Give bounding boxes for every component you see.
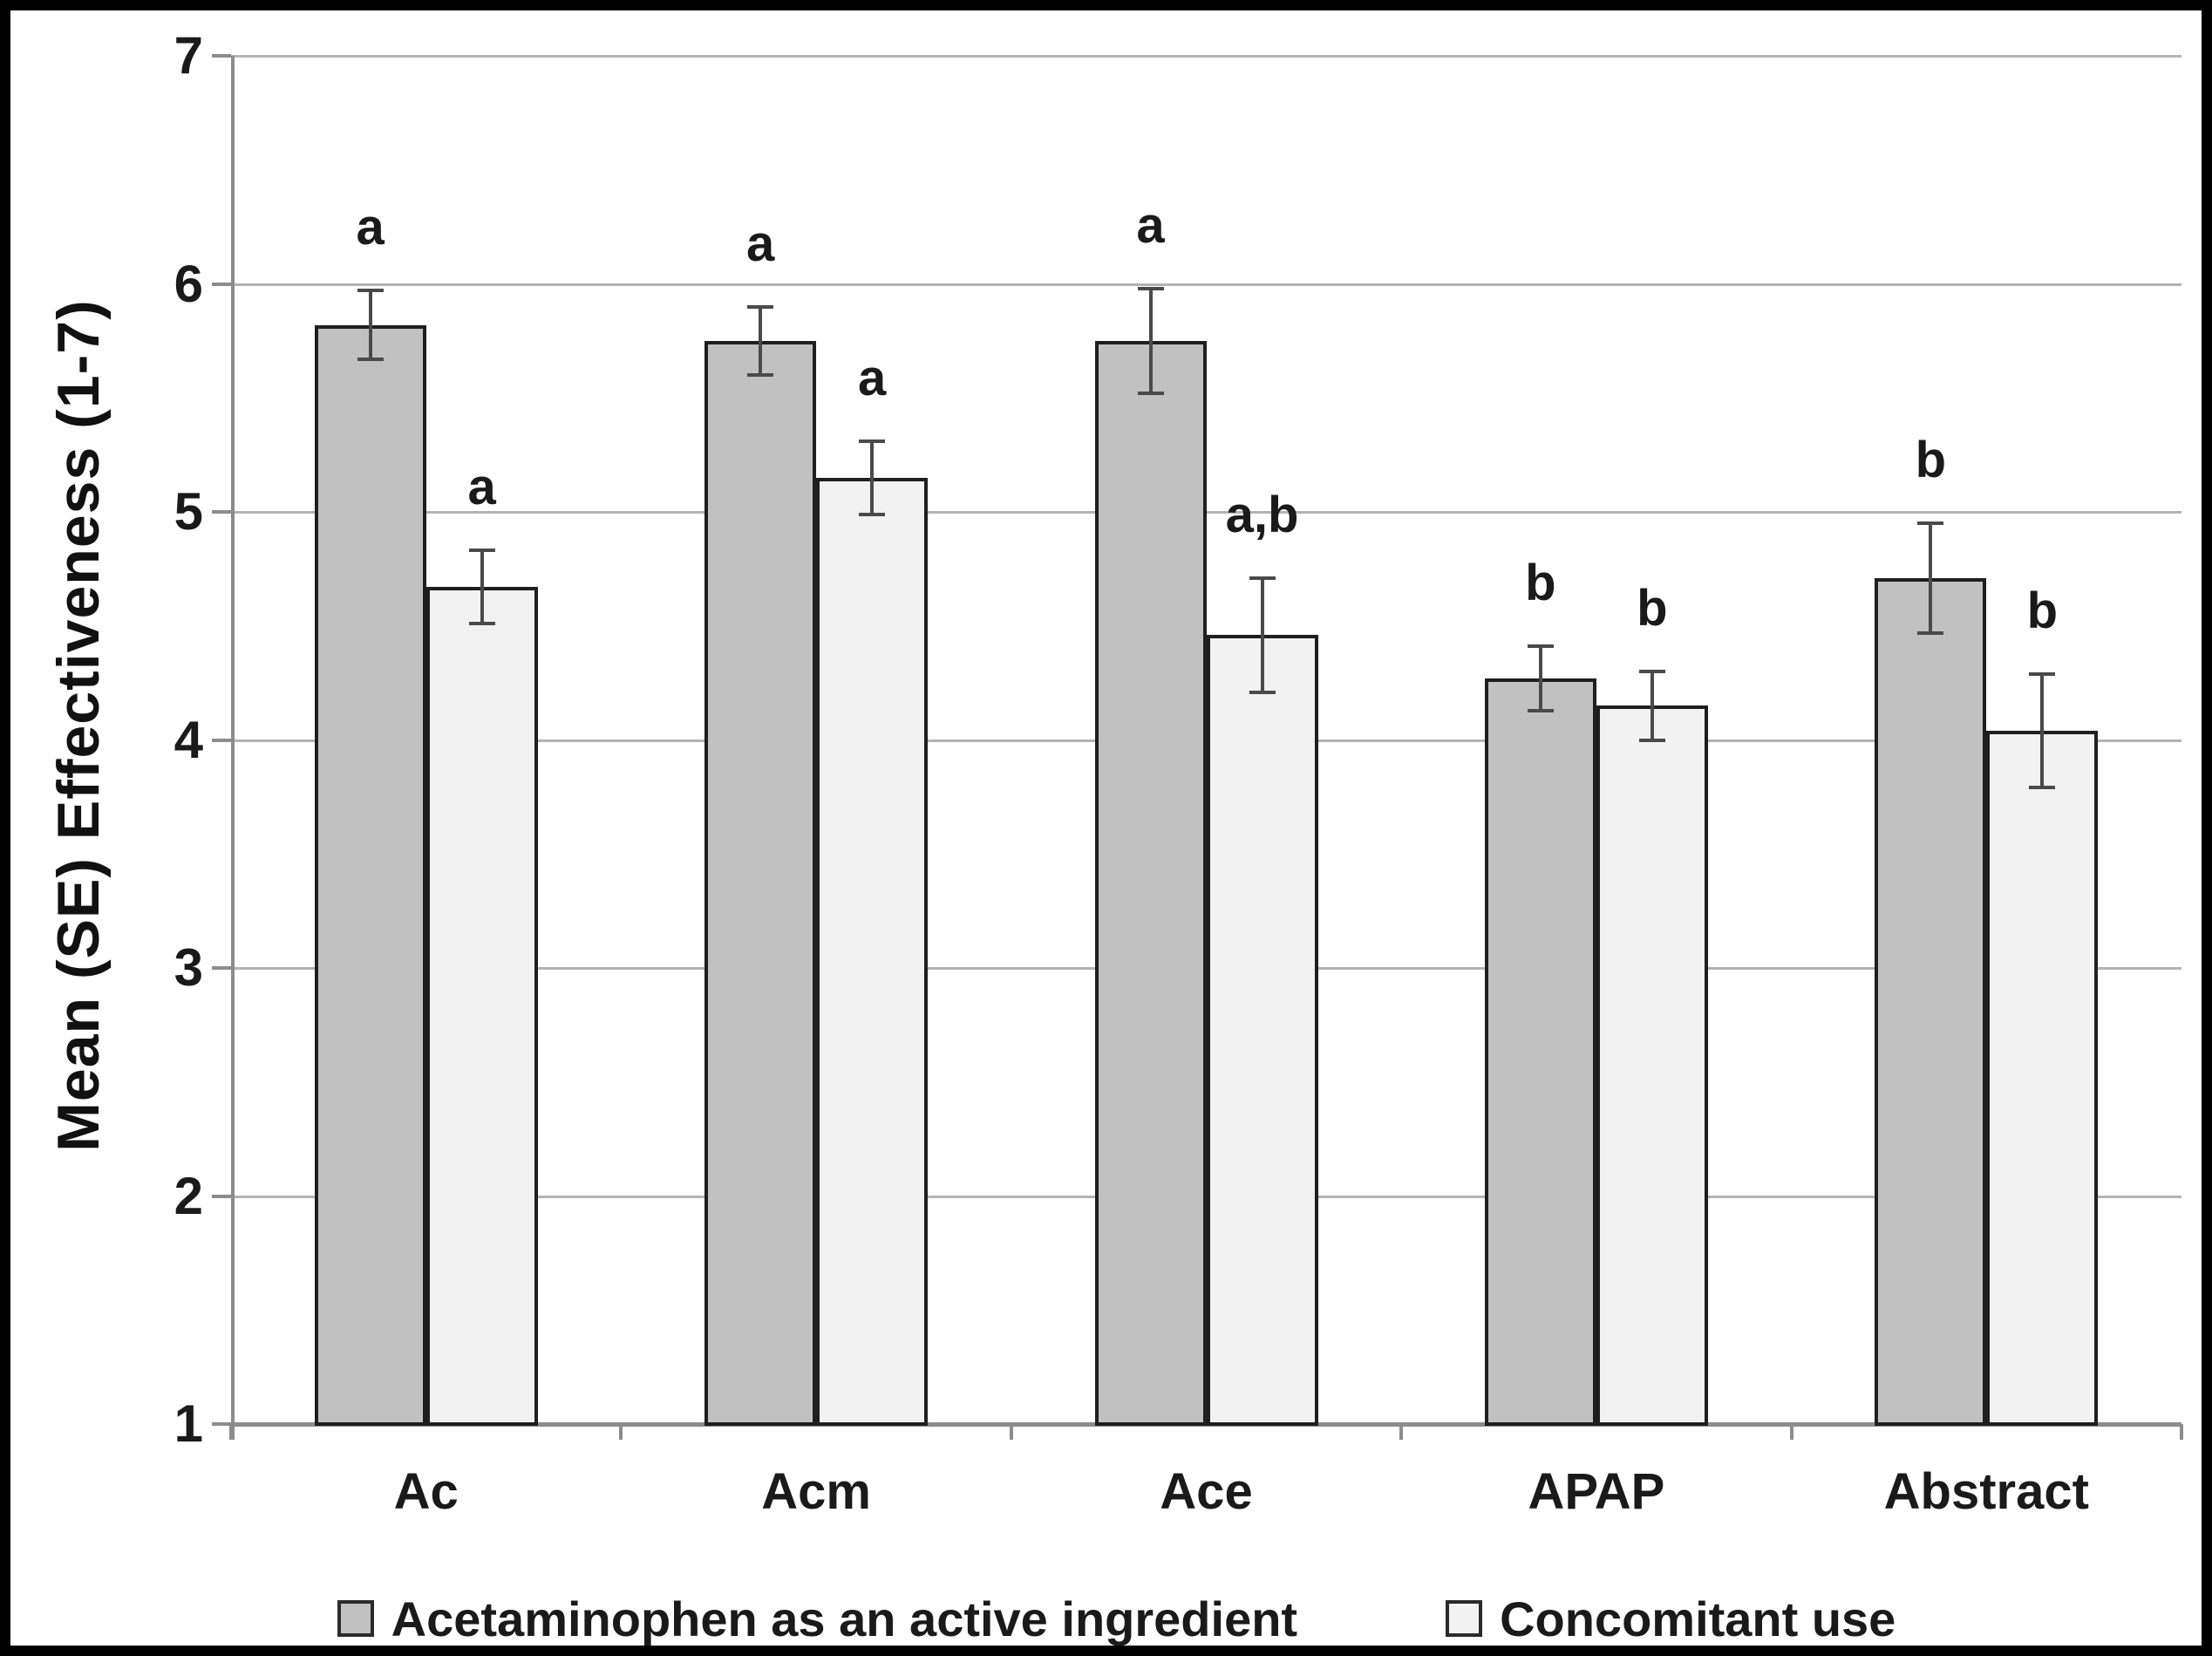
- bar-ace-series0: [1094, 340, 1207, 1426]
- y-tick-label-6: 6: [174, 254, 203, 313]
- y-axis-tick-6: [212, 282, 231, 286]
- category-label-ace: Ace: [1160, 1463, 1253, 1520]
- error-bar-abstract-series0: [1929, 523, 1933, 633]
- error-bar-ace-series1: [1260, 577, 1264, 692]
- error-bar-acm-series0: [759, 306, 763, 376]
- error-cap-bottom-abstract-series0: [1917, 630, 1944, 635]
- error-cap-top-acm-series1: [859, 439, 886, 443]
- bar-abstract-series1: [1986, 731, 2099, 1426]
- error-bar-ac-series0: [368, 290, 372, 359]
- bar-abstract-series0: [1875, 577, 1987, 1426]
- sig-letter-ace-series0: a: [1136, 196, 1165, 254]
- y-tick-label-1: 1: [174, 1394, 203, 1453]
- x-axis-tick-5: [2180, 1424, 2183, 1440]
- error-bar-ace-series0: [1148, 288, 1153, 393]
- y-tick-label-4: 4: [174, 710, 203, 769]
- error-bar-ac-series1: [480, 550, 484, 624]
- sig-letter-abstract-series0: b: [1915, 432, 1947, 489]
- error-cap-top-ace-series0: [1137, 286, 1164, 290]
- category-label-apap: APAP: [1528, 1463, 1665, 1520]
- bar-apap-series0: [1484, 678, 1596, 1426]
- error-cap-top-ac-series0: [357, 289, 384, 293]
- sig-letter-acm-series1: a: [857, 349, 887, 406]
- y-axis-tick-1: [212, 1422, 231, 1426]
- sig-letter-abstract-series1: b: [2026, 582, 2059, 639]
- sig-letter-acm-series0: a: [745, 215, 775, 272]
- bar-acm-series1: [816, 477, 929, 1426]
- x-axis-tick-3: [1399, 1424, 1404, 1440]
- gridline-y6: [231, 283, 2181, 286]
- y-tick-label-2: 2: [174, 1166, 203, 1225]
- y-tick-label-7: 7: [174, 26, 203, 85]
- error-cap-bottom-ac-series0: [357, 357, 384, 361]
- x-axis-tick-4: [1789, 1424, 1793, 1440]
- y-axis-tick-2: [212, 1194, 231, 1198]
- y-axis-line: [231, 56, 235, 1440]
- y-tick-label-5: 5: [174, 482, 203, 541]
- y-axis-tick-5: [212, 510, 231, 514]
- x-axis-tick-2: [1009, 1424, 1013, 1440]
- error-cap-top-apap-series1: [1638, 670, 1665, 674]
- error-cap-top-apap-series0: [1527, 644, 1554, 649]
- y-axis-tick-7: [212, 54, 231, 58]
- error-bar-acm-series1: [870, 440, 875, 515]
- error-cap-bottom-apap-series1: [1638, 738, 1665, 742]
- error-cap-bottom-ac-series1: [468, 622, 495, 626]
- legend-label-acetaminophen: Acetaminophen as an active ingredient: [391, 1591, 1298, 1646]
- sig-letter-ac-series1: a: [467, 459, 496, 516]
- error-cap-top-acm-series0: [747, 304, 774, 309]
- error-cap-bottom-ace-series1: [1249, 690, 1276, 694]
- error-cap-top-abstract-series0: [1917, 521, 1944, 526]
- sig-letter-apap-series1: b: [1637, 580, 1668, 637]
- y-axis-tick-3: [212, 966, 231, 970]
- gridline-y5: [231, 511, 2181, 514]
- sig-letter-ac-series0: a: [356, 199, 385, 256]
- sig-letter-apap-series0: b: [1525, 555, 1556, 612]
- y-tick-label-3: 3: [174, 938, 203, 997]
- x-axis-tick-0: [229, 1424, 233, 1440]
- category-label-acm: Acm: [761, 1463, 871, 1520]
- error-bar-apap-series0: [1538, 646, 1542, 711]
- bar-ac-series0: [314, 324, 426, 1426]
- error-cap-bottom-abstract-series1: [2029, 786, 2056, 790]
- error-cap-bottom-acm-series1: [859, 512, 886, 516]
- category-label-ac: Ac: [393, 1463, 459, 1520]
- legend-swatch-light: [1446, 1600, 1483, 1637]
- legend-item-concomitant: Concomitant use: [1446, 1591, 1896, 1646]
- gridline-y7: [231, 55, 2181, 58]
- legend-swatch-dark: [337, 1600, 374, 1637]
- bar-apap-series1: [1596, 705, 1708, 1426]
- error-cap-top-abstract-series1: [2029, 671, 2056, 676]
- legend-label-concomitant: Concomitant use: [1500, 1591, 1896, 1646]
- legend: Acetaminophen as an active ingredient Co…: [10, 1577, 2202, 1646]
- error-bar-abstract-series1: [2040, 673, 2045, 788]
- bar-ace-series1: [1206, 635, 1318, 1426]
- sig-letter-ace-series1: a,b: [1225, 486, 1299, 543]
- x-axis-tick-1: [619, 1424, 623, 1440]
- category-label-abstract: Abstract: [1883, 1463, 2089, 1520]
- error-cap-top-ac-series1: [468, 549, 495, 553]
- error-cap-bottom-apap-series0: [1527, 708, 1554, 712]
- error-cap-bottom-acm-series0: [747, 373, 774, 378]
- bar-acm-series0: [704, 340, 817, 1426]
- legend-item-acetaminophen: Acetaminophen as an active ingredient: [337, 1591, 1298, 1646]
- error-bar-apap-series1: [1650, 671, 1654, 740]
- error-cap-bottom-ace-series0: [1137, 392, 1164, 396]
- bar-ac-series1: [425, 587, 538, 1426]
- error-cap-top-ace-series1: [1249, 576, 1276, 580]
- y-axis-tick-4: [212, 738, 231, 742]
